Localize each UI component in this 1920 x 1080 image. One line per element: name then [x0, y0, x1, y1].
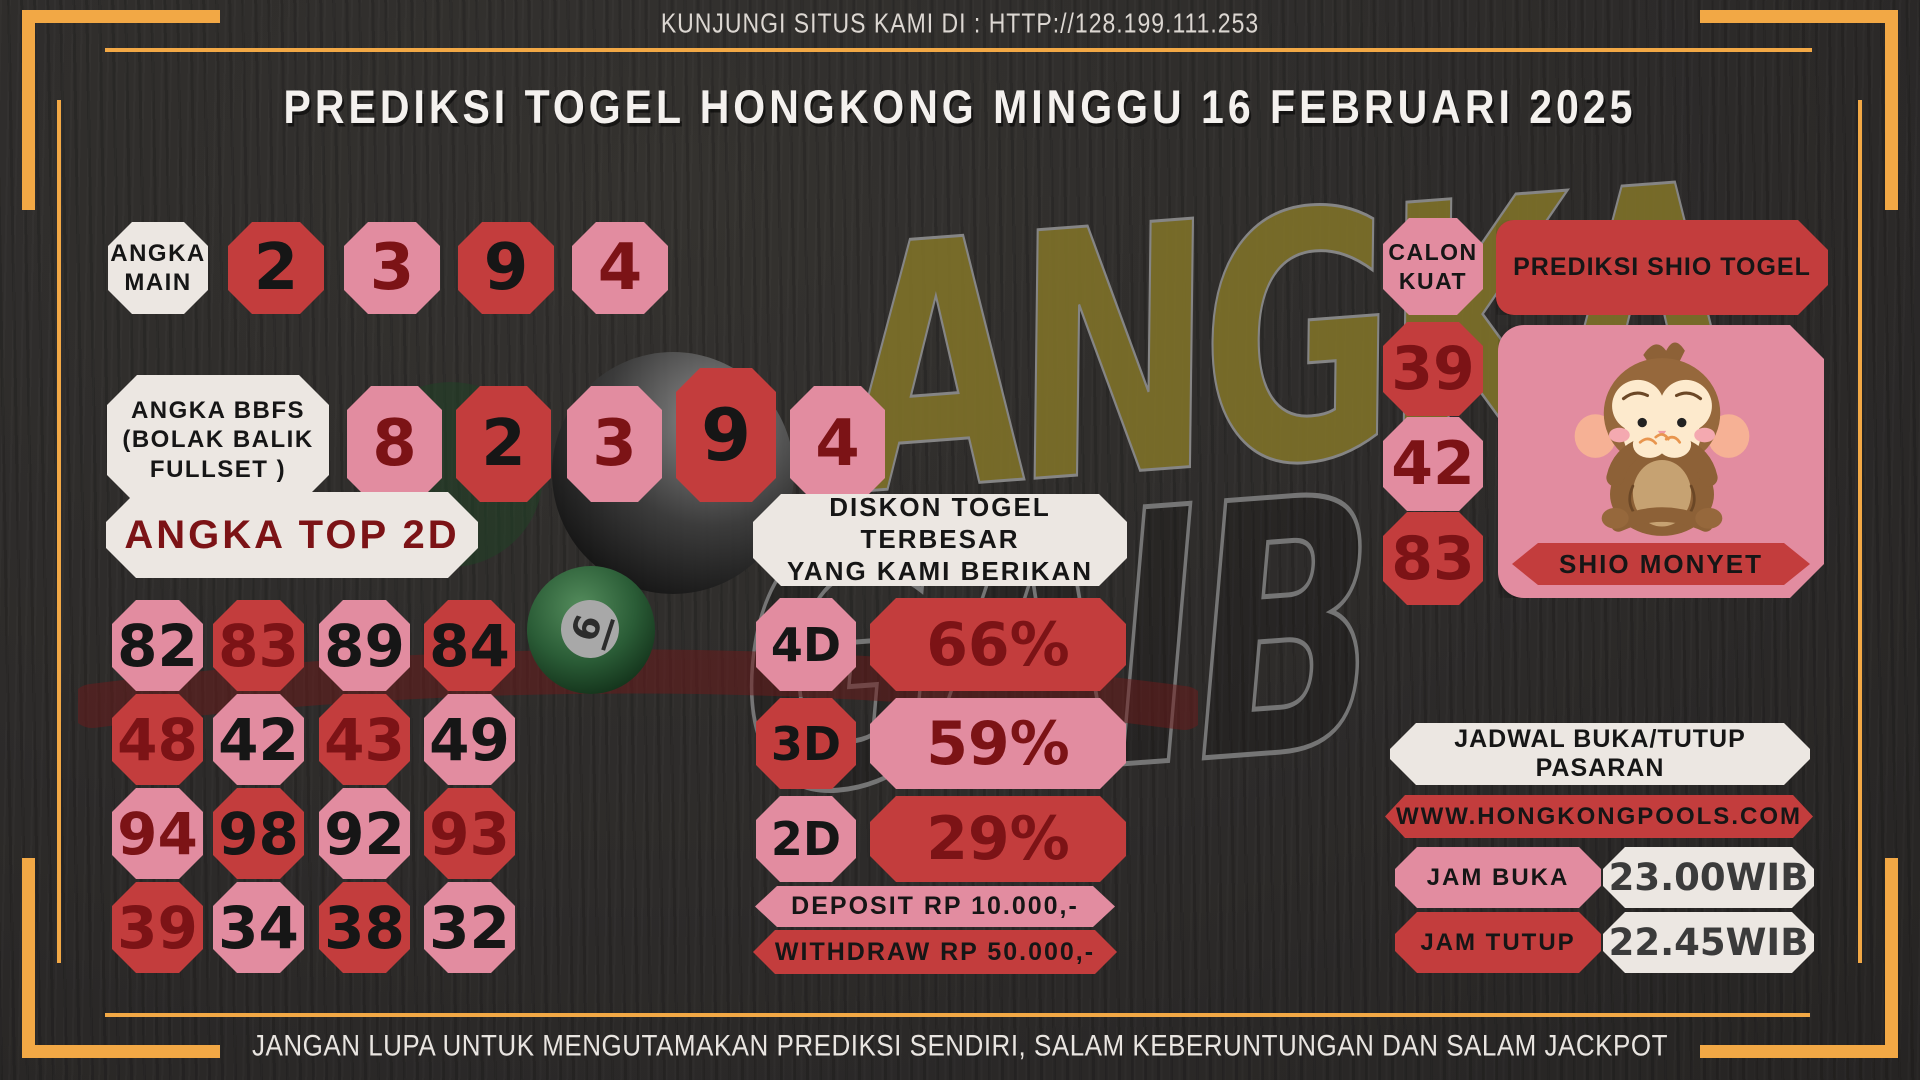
shio-name-banner: SHIO MONYET: [1512, 543, 1810, 585]
top2d-cell: 42: [213, 694, 304, 785]
angka-bbfs-digit: 4: [790, 386, 885, 502]
angka-bbfs-digit: 8: [347, 386, 442, 502]
angka-top-2d-header: ANGKA TOP 2D: [106, 492, 478, 578]
angka-bbfs-label: ANGKA BBFS (BOLAK BALIK FULLSET ): [107, 375, 329, 505]
top2d-cell: 49: [424, 694, 515, 785]
top2d-cell: 98: [213, 788, 304, 879]
top2d-cell: 93: [424, 788, 515, 879]
angka-main-digit: 9: [458, 222, 554, 314]
jadwal-header: JADWAL BUKA/TUTUP PASARAN: [1390, 723, 1810, 785]
top2d-cell: 48: [112, 694, 203, 785]
top2d-cell: 82: [112, 600, 203, 691]
top2d-cell: 43: [319, 694, 410, 785]
corner-bracket-bottom-right: [1700, 1045, 1898, 1058]
angka-main-digit: 4: [572, 222, 668, 314]
diskon-3d-label: 3D: [756, 698, 856, 789]
top-banner: KUNJUNGI SITUS KAMI DI : HTTP://128.199.…: [0, 7, 1920, 39]
withdraw-banner: WITHDRAW RP 50.000,-: [753, 930, 1117, 974]
top2d-cell: 32: [424, 882, 515, 973]
website-banner[interactable]: WWW.HONGKONGPOOLS.COM: [1385, 795, 1813, 838]
corner-bracket-bottom-right: [1885, 858, 1898, 1058]
corner-bracket-top-right: [1700, 10, 1898, 23]
jam-tutup-value: 22.45WIB: [1603, 912, 1814, 973]
diskon-header: DISKON TOGEL TERBESAR YANG KAMI BERIKAN: [753, 494, 1127, 586]
diskon-2d-value: 29%: [870, 796, 1126, 882]
prediksi-shio-header: PREDIKSI SHIO TOGEL: [1496, 220, 1828, 315]
top2d-cell: 94: [112, 788, 203, 879]
corner-bracket-top-left: [22, 10, 220, 23]
top2d-cell: 84: [424, 600, 515, 691]
six-ball-number: 6: [564, 607, 615, 651]
calon-kuat-label: CALON KUAT: [1383, 218, 1483, 315]
corner-bracket-bottom-left: [22, 858, 35, 1058]
top2d-cell: 89: [319, 600, 410, 691]
monkey-illustration: [1574, 342, 1750, 536]
six-ball-label: 6: [553, 592, 627, 666]
frame-left-line: [57, 100, 61, 963]
frame-right-line: [1858, 100, 1862, 963]
angka-main-label: ANGKA MAIN: [108, 222, 208, 314]
top2d-cell: 34: [213, 882, 304, 973]
angka-main-digit: 3: [344, 222, 440, 314]
frame-top-line: [105, 48, 1812, 52]
calon-kuat-number: 42: [1383, 417, 1483, 511]
deposit-banner: DEPOSIT RP 10.000,-: [755, 886, 1115, 927]
frame-bottom-line: [105, 1013, 1810, 1017]
top2d-cell: 38: [319, 882, 410, 973]
angka-bbfs-digit: 9: [676, 368, 776, 502]
jam-buka-value: 23.00WIB: [1603, 847, 1814, 908]
page-title: PREDIKSI TOGEL HONGKONG MINGGU 16 FEBRUA…: [283, 80, 1637, 134]
corner-bracket-top-left: [22, 10, 35, 210]
diskon-3d-value: 59%: [870, 698, 1126, 789]
angka-bbfs-digit: 2: [456, 386, 551, 502]
jam-buka-label: JAM BUKA: [1395, 847, 1601, 908]
diskon-4d-label: 4D: [756, 598, 856, 691]
top2d-cell: 39: [112, 882, 203, 973]
top2d-cell: 83: [213, 600, 304, 691]
angka-bbfs-digit: 3: [567, 386, 662, 502]
corner-bracket-top-right: [1885, 10, 1898, 210]
six-ball-graphic: 6: [527, 566, 655, 694]
visit-site-url[interactable]: KUNJUNGI SITUS KAMI DI : HTTP://128.199.…: [660, 7, 1260, 39]
diskon-4d-value: 66%: [870, 598, 1126, 691]
jam-tutup-label: JAM TUTUP: [1395, 912, 1601, 973]
calon-kuat-number: 39: [1383, 322, 1483, 416]
top2d-cell: 92: [319, 788, 410, 879]
diskon-2d-label: 2D: [756, 796, 856, 882]
angka-main-digit: 2: [228, 222, 324, 314]
calon-kuat-number: 83: [1383, 512, 1483, 605]
footer-disclaimer: JANGAN LUPA UNTUK MENGUTAMAKAN PREDIKSI …: [252, 1027, 1668, 1063]
corner-bracket-bottom-left: [22, 1045, 220, 1058]
